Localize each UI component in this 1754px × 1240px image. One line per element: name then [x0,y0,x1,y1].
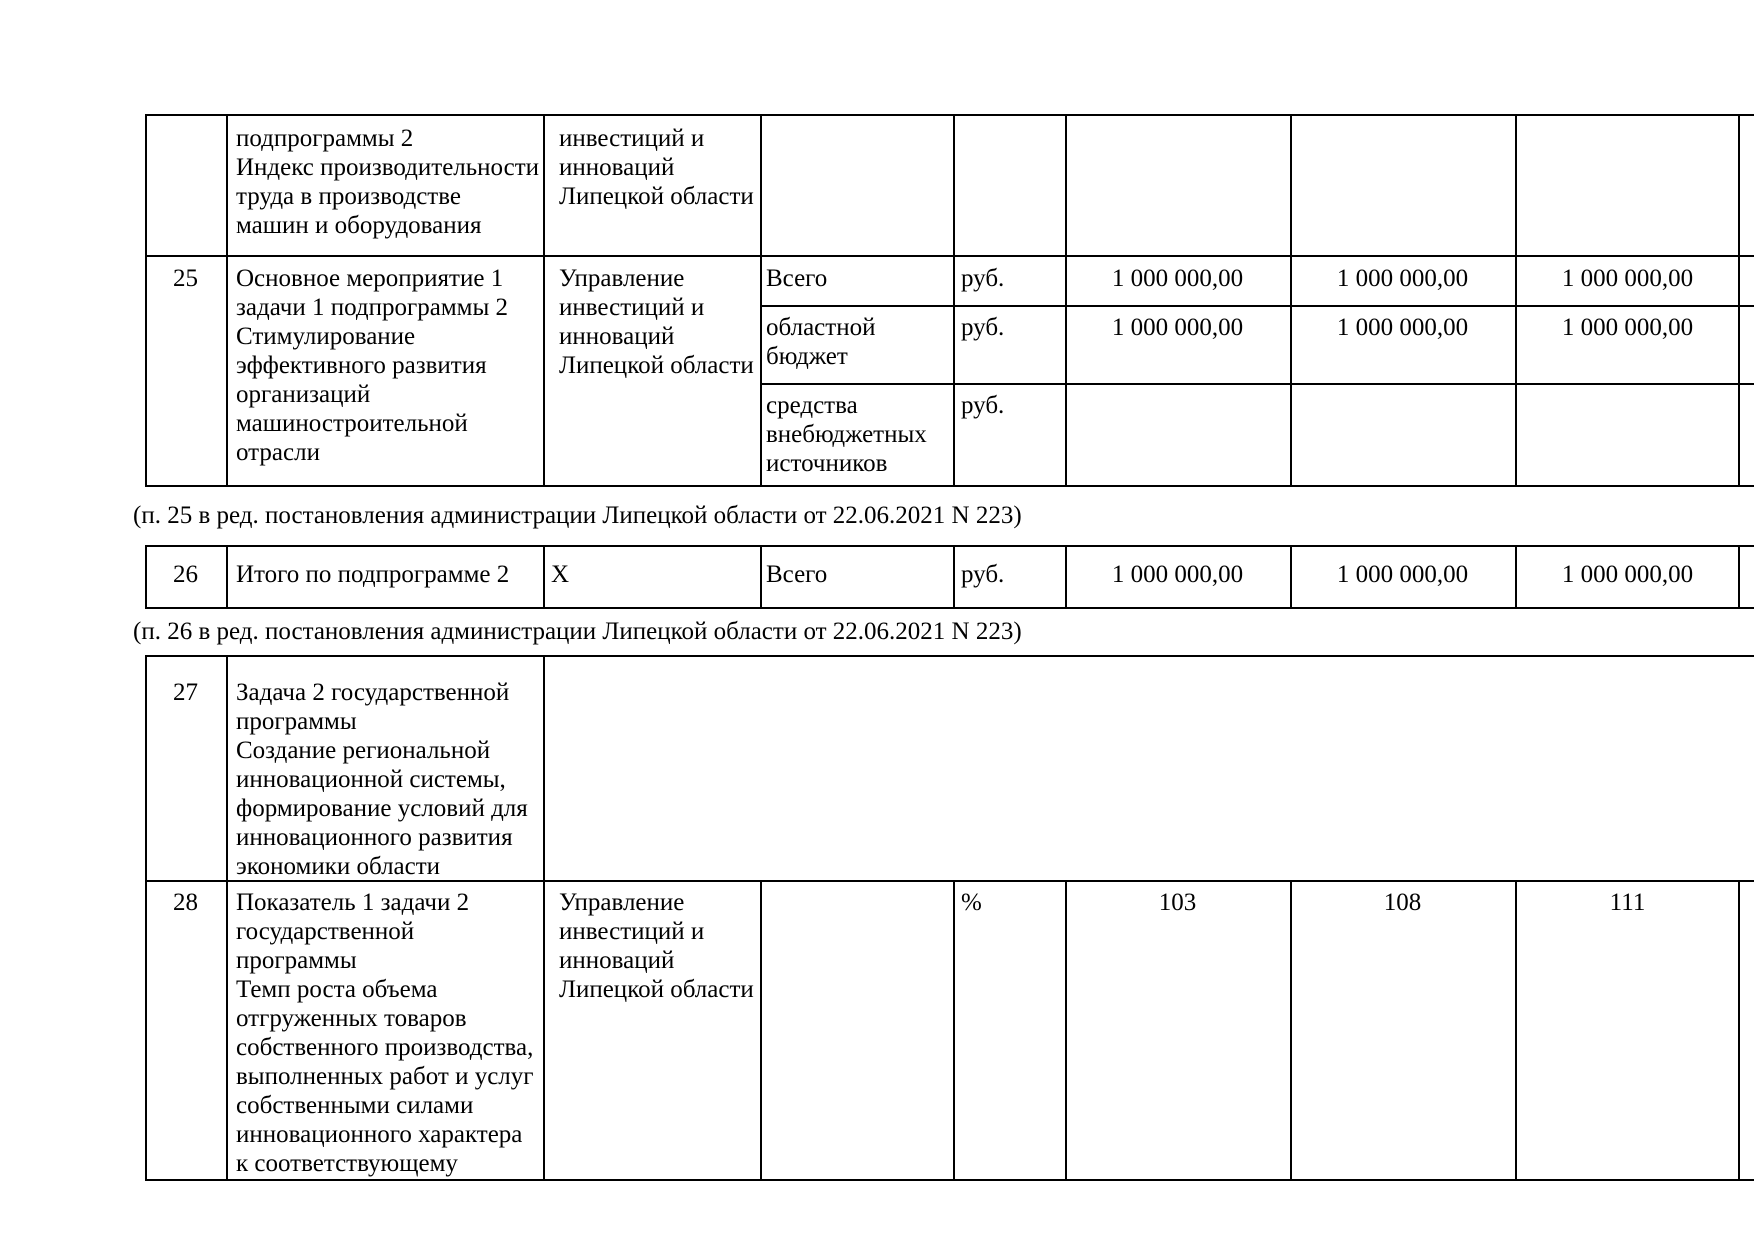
row28-executor: Управление инвестиций и инноваций Липецк… [559,889,754,1003]
row28-number: 28 [173,889,198,916]
row26-value-2: 1 000 000,00 [1336,561,1469,588]
row26-value-1: 1 000 000,00 [1111,561,1244,588]
table-border-h [145,255,1754,257]
row28-unit: % [961,889,982,916]
row27-description: Задача 2 государственной программы Созда… [236,679,528,880]
table-border-v [1515,880,1517,1181]
row25-number: 25 [173,265,198,292]
table-border-v [226,545,228,609]
rowA-description: подпрограммы 2 Индекс производительности… [236,125,540,239]
table-border-v [543,655,545,1181]
row25-oblast-source: областной бюджет [766,314,876,370]
row26-value-3: 1 000 000,00 [1561,561,1694,588]
table-border-h [145,655,1754,657]
table-border-h [145,485,1754,487]
table-border-v [1738,880,1740,1181]
table-border-v [1065,545,1067,609]
row26-number: 26 [173,561,198,588]
row26-unit: руб. [961,561,1005,588]
row25-oblast-value-1: 1 000 000,00 [1111,314,1244,341]
table-border-v [1290,880,1292,1181]
amendment-note-25: (п. 25 в ред. постановления администраци… [133,502,1022,529]
row26-source: Всего [766,561,828,588]
row26-executor: X [551,561,570,588]
row25-oblast-unit: руб. [961,314,1005,341]
row25-oblast-value-3: 1 000 000,00 [1561,314,1694,341]
row28-value-3: 111 [1609,889,1646,916]
row25-executor: Управление инвестиций и инноваций Липецк… [559,265,754,379]
table-border-h [760,305,1754,307]
row25-oblast-value-2: 1 000 000,00 [1336,314,1469,341]
row25-total-value-1: 1 000 000,00 [1111,265,1244,292]
row26-description: Итого по подпрограмме 2 [236,561,510,588]
table-border-v [543,114,545,487]
table-border-h [145,545,1754,547]
table-border-h [145,607,1754,609]
table-border-h [145,880,1754,882]
row28-description: Показатель 1 задачи 2 государственной пр… [236,889,534,1177]
table-border-v [226,114,228,487]
table-border-v [1290,545,1292,609]
row25-total-value-2: 1 000 000,00 [1336,265,1469,292]
table-border-v [953,545,955,609]
row25-extrabudget-source: средства внебюджетных источников [766,392,927,477]
row25-total-unit: руб. [961,265,1005,292]
row27-number: 27 [173,679,198,706]
table-border-v [953,880,955,1181]
table-border-v [543,545,545,609]
row28-value-2: 108 [1383,889,1422,916]
table-border-h [145,1179,1754,1181]
table-border-v [1065,880,1067,1181]
table-border-v [1515,114,1517,487]
table-border-v [145,545,147,609]
amendment-note-26: (п. 26 в ред. постановления администраци… [133,618,1022,645]
row25-total-value-3: 1 000 000,00 [1561,265,1694,292]
table-border-v [145,114,147,487]
table-border-h [760,383,1754,385]
table-border-v [760,114,762,487]
table-border-v [1515,545,1517,609]
table-border-v [1738,545,1740,609]
table-border-v [953,114,955,487]
row25-description: Основное мероприятие 1 задачи 1 подпрогр… [236,265,509,466]
row28-value-1: 103 [1158,889,1197,916]
table-border-v [226,655,228,1181]
table-border-v [760,880,762,1181]
rowA-executor: инвестиций и инноваций Липецкой области [559,125,754,210]
table-border-h [145,114,1754,116]
table-border-v [1290,114,1292,487]
row25-extrabudget-unit: руб. [961,392,1005,419]
table-border-v [145,655,147,1181]
row25-total-source: Всего [766,265,828,292]
table-border-v [760,545,762,609]
table-border-v [1738,114,1740,487]
table-border-v [1065,114,1067,487]
